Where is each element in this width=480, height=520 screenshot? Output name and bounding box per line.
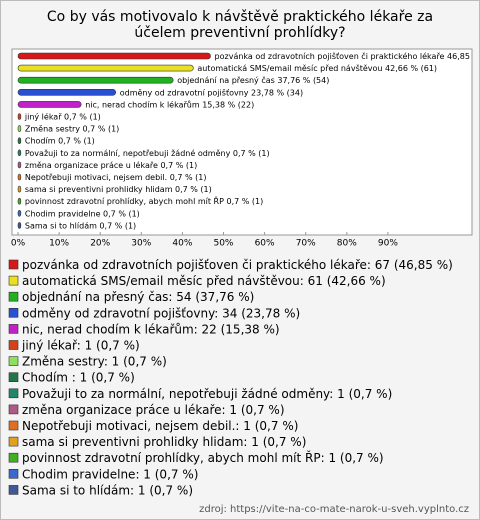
bar-label: pozvánka od zdravotních pojišťoven či pr…	[215, 51, 479, 61]
bar-label: Nepotřebuji motivaci, nejsem debil. 0,7 …	[25, 173, 207, 182]
bar	[17, 197, 22, 205]
x-tick-label: 80%	[337, 239, 357, 249]
bar	[17, 52, 211, 60]
bar-label: změna organizace práce u lékaře 0,7 % (1…	[25, 160, 197, 170]
legend-swatch	[8, 436, 19, 447]
x-tick-label: 20%	[90, 239, 110, 249]
legend-label: Chodím : 1 (0,7 %)	[22, 371, 135, 385]
legend-label: povinnost zdravotní prohlídky, abych moh…	[22, 450, 384, 465]
bar-label: Chodím 0,7 % (1)	[25, 137, 95, 146]
bar	[17, 161, 22, 169]
bar	[17, 101, 82, 108]
bar	[17, 113, 22, 120]
legend-swatch	[8, 468, 19, 479]
bar-label: Považuji to za normální, nepotřebuji žád…	[25, 148, 270, 158]
legend-swatch	[8, 404, 19, 415]
legend-label: změna organizace práce u lékaře: 1 (0,7 …	[22, 403, 285, 417]
legend-swatch	[8, 291, 19, 302]
legend-swatch	[8, 340, 19, 350]
chart-title: Co by vás motivovalo k návštěvě praktick…	[46, 9, 434, 41]
bar	[17, 76, 174, 84]
legend-label: jiný lékař: 1 (0,7 %)	[21, 339, 140, 353]
legend-label: Sama si to hlídám: 1 (0,7 %)	[22, 483, 193, 497]
x-tick-label: 0%	[11, 239, 26, 249]
legend-label: sama si preventivni prohlidky hlidam: 1 …	[22, 435, 306, 449]
bar-label: odměny od zdravotní pojišťovny 23,78 % (…	[120, 87, 303, 97]
legend-swatch	[8, 420, 19, 431]
bar-label: Změna sestry 0,7 % (1)	[25, 125, 119, 134]
legend-swatch	[8, 324, 19, 334]
legend-label: nic, nerad chodím k lékařům: 22 (15,38 %…	[22, 322, 280, 336]
bar	[17, 125, 22, 132]
bar-label: Sama si to hlídám 0,7 % (1)	[25, 221, 136, 230]
bar-label: povinnost zdravotní prohlídky, abych moh…	[25, 196, 263, 206]
legend-swatch	[8, 356, 19, 366]
bar-label: jiný lékař 0,7 % (1)	[24, 112, 101, 122]
legend-label: Považuji to za normální, nepotřebuji žád…	[22, 387, 392, 401]
bars: pozvánka od zdravotních pojišťoven či pr…	[17, 51, 479, 230]
bar-label: automatická SMS/email měsíc před návštěv…	[197, 63, 437, 73]
bar-label: nic, nerad chodím k lékařům 15,38 % (22)	[85, 99, 254, 109]
legend-swatch	[8, 275, 19, 286]
x-tick-label: 90%	[378, 239, 398, 249]
legend-swatch	[8, 372, 19, 383]
bar	[17, 222, 22, 229]
legend-label: odměny od zdravotní pojišťovny: 34 (23,7…	[22, 306, 300, 320]
legend-swatch	[8, 307, 19, 318]
bar-label: Chodim pravidelne 0,7 % (1)	[25, 209, 140, 218]
x-tick-label: 10%	[49, 239, 69, 249]
bar	[17, 149, 22, 157]
source: zdroj: https://vite-na-co-mate-narok-u-s…	[199, 504, 469, 515]
legend-swatch	[8, 485, 19, 495]
legend-swatch	[8, 259, 19, 270]
legend-label: automatická SMS/email měsíc před návštěv…	[22, 274, 386, 288]
x-tick-label: 60%	[255, 239, 275, 249]
bar	[17, 64, 194, 72]
legend-label: objednání na přesný čas: 54 (37,76 %)	[22, 290, 254, 304]
legend-label: Změna sestry: 1 (0,7 %)	[22, 355, 167, 369]
bar	[17, 89, 117, 96]
x-tick-label: 50%	[213, 239, 233, 249]
legend-swatch	[8, 388, 19, 399]
legend-label: Chodim pravidelne: 1 (0,7 %)	[22, 467, 198, 481]
x-tick-label: 30%	[131, 239, 151, 249]
axes-legend: 0% 10% 20% 30% 40% 50% 60% 70% 80% 90% pozvánka od…	[8, 232, 453, 497]
legend-label: pozvánka od zdravotních pojišťoven či pr…	[22, 258, 453, 272]
bar-label: objednání na přesný čas 37,76 % (54)	[177, 75, 329, 85]
legend-swatch	[8, 452, 19, 463]
bar	[17, 173, 22, 181]
x-tick-label: 70%	[296, 239, 316, 249]
legend-label: Nepotřebuji motivaci, nejsem debil.: 1 (…	[22, 419, 298, 433]
bar-label: sama si preventivni prohlidky hlidam 0,7…	[25, 185, 212, 194]
bar	[17, 137, 22, 144]
x-tick-label: 40%	[172, 239, 192, 249]
bar	[17, 185, 22, 193]
bar	[17, 210, 22, 217]
